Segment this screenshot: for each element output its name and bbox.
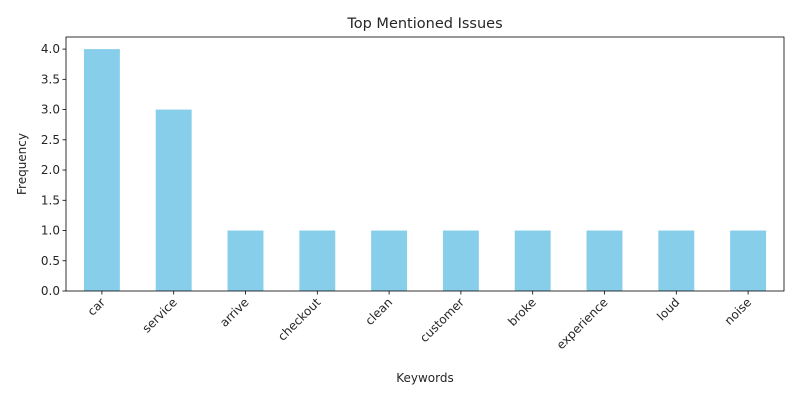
y-tick-label: 2.0 (41, 163, 60, 177)
y-tick-label: 1.0 (41, 224, 60, 238)
y-axis-title: Frequency (15, 133, 29, 195)
bar-noise (730, 230, 767, 291)
x-tick-label: clean (362, 295, 395, 328)
bar-car (83, 49, 120, 291)
plot-frame (65, 36, 785, 292)
x-tick-label: experience (554, 295, 611, 352)
x-axis: car service arrive checkout clean customer bro… (85, 291, 754, 352)
y-tick-label: 3.0 (41, 103, 60, 117)
y-tick-label: 4.0 (41, 42, 60, 56)
bar-service (155, 109, 192, 291)
x-tick-label: arrive (217, 295, 252, 330)
y-tick-label: 2.5 (41, 133, 60, 147)
x-tick-label: service (140, 295, 180, 335)
y-tick-label: 3.5 (41, 72, 60, 86)
bars-group (83, 49, 767, 291)
x-tick-label: checkout (275, 295, 324, 344)
x-tick-label: customer (417, 295, 467, 345)
x-tick-label: noise (722, 295, 754, 327)
chart-title: Top Mentioned Issues (346, 16, 502, 32)
y-tick-label: 0.0 (41, 284, 60, 298)
x-tick-label: broke (505, 295, 539, 329)
bar-loud (658, 230, 695, 291)
y-tick-label: 1.5 (41, 193, 60, 207)
y-tick-label: 0.5 (41, 254, 60, 268)
bar-experience (586, 230, 623, 291)
bar-checkout (299, 230, 336, 291)
bar-customer (442, 230, 479, 291)
bar-arrive (227, 230, 264, 291)
x-axis-title: Keywords (396, 371, 454, 385)
x-tick-label: loud (654, 295, 682, 323)
bar-clean (371, 230, 408, 291)
x-tick-label: car (85, 295, 108, 318)
y-axis: 0.0 0.5 1.0 1.5 2.0 2.5 3.0 3.5 4.0 (41, 42, 66, 298)
bar-broke (514, 230, 551, 291)
